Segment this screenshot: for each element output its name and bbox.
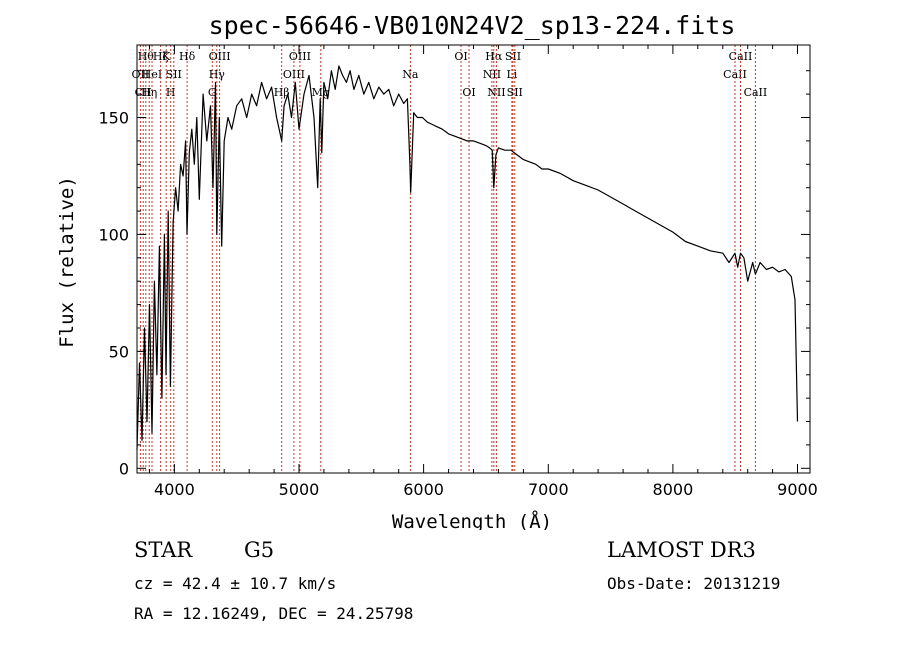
obs-date-text: Obs-Date: 20131219 xyxy=(607,574,781,593)
line-label-8: SII xyxy=(166,68,182,81)
axis-ticks-layer: 4000 5000 6000 7000 8000 9000 0 50 100 150 xyxy=(98,45,818,499)
line-label-1: CII xyxy=(135,86,152,99)
x-tick-label-2: 6000 xyxy=(403,480,444,499)
class-label: STAR xyxy=(134,538,193,562)
spectrum-layer xyxy=(136,65,799,450)
y-tick-label-3: 150 xyxy=(98,109,129,128)
line-label-14: OIII xyxy=(283,68,305,81)
chart-title: spec-56646-VB010N24V2_sp13-224.fits xyxy=(209,11,736,40)
line-label-18: OI xyxy=(454,50,467,63)
line-label-4: HeI xyxy=(142,68,162,81)
line-label-5: Hζ xyxy=(153,50,169,63)
y-axis-label: Flux (relative) xyxy=(56,176,78,348)
line-label-21: Hα xyxy=(485,50,503,63)
y-tick-label-0: 0 xyxy=(119,459,129,478)
x-tick-label-4: 8000 xyxy=(653,480,694,499)
subclass-label: G5 xyxy=(244,538,275,562)
x-tick-label-0: 4000 xyxy=(154,480,195,499)
line-label-27: CaII xyxy=(729,50,753,63)
x-tick-label-3: 7000 xyxy=(528,480,569,499)
line-label-15: OIII xyxy=(289,50,311,63)
emission-lines-layer: OIICIIHθHηHeIHζKHSIIHδGHγOIIIHβOIIIOIIIM… xyxy=(132,45,768,473)
line-label-0: OII xyxy=(132,68,150,81)
flux-series-line xyxy=(136,65,799,450)
x-tick-label-5: 9000 xyxy=(777,480,818,499)
survey-label: LAMOST DR3 xyxy=(607,538,756,562)
line-label-26: CaII xyxy=(723,68,747,81)
line-label-10: G xyxy=(208,86,217,99)
plot-frame xyxy=(136,44,811,474)
line-label-17: Na xyxy=(402,68,419,81)
line-label-6: K xyxy=(162,50,171,63)
line-label-25: SII xyxy=(507,86,523,99)
line-label-20: NII xyxy=(483,68,501,81)
line-label-19: OI xyxy=(462,86,475,99)
redshift-text: cz = 42.4 ± 10.7 km/s xyxy=(134,574,337,593)
spectrum-chart: spec-56646-VB010N24V2_sp13-224.fits OII C… xyxy=(56,11,818,530)
line-label-13: Hβ xyxy=(274,86,290,99)
line-label-24: SII xyxy=(505,50,521,63)
line-label-12: OIII xyxy=(209,50,231,63)
line-label-9: Hδ xyxy=(179,50,196,63)
line-label-22: NII xyxy=(487,86,505,99)
x-axis-label: Wavelength (Å) xyxy=(392,510,552,530)
line-label-2: Hθ xyxy=(138,50,155,63)
line-label-3: Hη xyxy=(141,86,157,99)
line-label-11: Hγ xyxy=(209,68,226,81)
line-label-23: Li xyxy=(506,68,517,81)
line-label-28: CaII xyxy=(744,86,768,99)
line-label-7: H xyxy=(166,86,176,99)
y-tick-label-2: 100 xyxy=(98,225,129,244)
coordinates-text: RA = 12.16249, DEC = 24.25798 xyxy=(134,604,414,623)
x-tick-label-1: 5000 xyxy=(279,480,320,499)
y-tick-label-1: 50 xyxy=(109,342,129,361)
